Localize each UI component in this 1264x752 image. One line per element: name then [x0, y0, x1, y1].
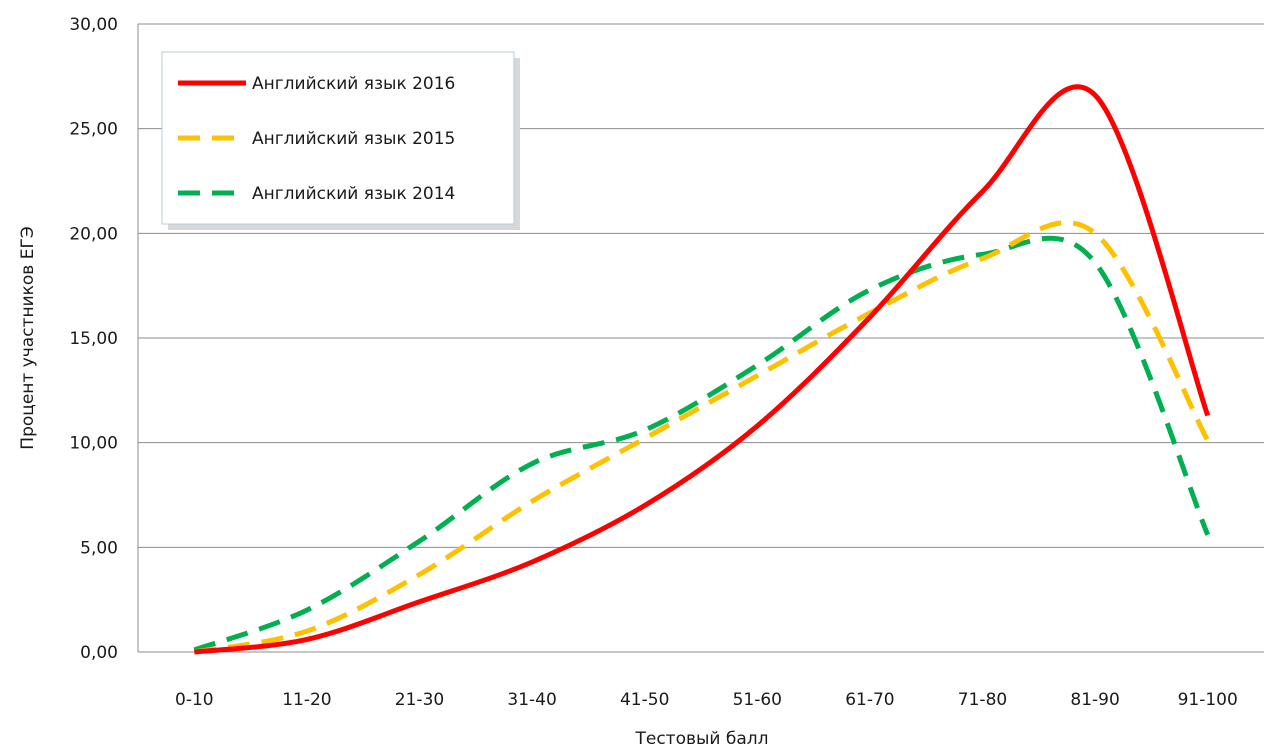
x-tick-label: 91-100: [1178, 690, 1238, 710]
y-tick-label: 30,00: [69, 15, 118, 35]
x-tick-label: 71-80: [958, 690, 1007, 710]
series-line: [193, 220, 1210, 655]
y-axis-ticks: 0,00 5,00 10,00 15,00 20,00 25,00 30,00: [69, 15, 118, 663]
y-axis-title: Процент участников ЕГЭ: [18, 226, 38, 449]
x-tick-label: 61-70: [845, 690, 894, 710]
x-axis-title: Тестовый балл: [634, 729, 768, 749]
legend-label: Английский язык 2016: [252, 74, 455, 94]
y-tick-label: 5,00: [80, 538, 118, 558]
x-tick-label: 0-10: [175, 690, 214, 710]
legend: Английский язык 2016 Английский язык 2015…: [161, 51, 520, 230]
series-line: [194, 84, 1211, 655]
y-tick-label: 0,00: [80, 643, 118, 663]
legend-label: Английский язык 2015: [252, 129, 455, 149]
legend-items: Английский язык 2016 Английский язык 2015…: [178, 74, 455, 204]
y-tick-label: 25,00: [69, 120, 118, 140]
y-tick-label: 20,00: [69, 224, 118, 244]
series-line: [193, 235, 1211, 653]
legend-label: Английский язык 2014: [252, 184, 455, 204]
x-tick-label: 21-30: [395, 690, 444, 710]
series-lines: [193, 84, 1211, 655]
x-tick-label: 31-40: [507, 690, 556, 710]
y-tick-label: 15,00: [69, 329, 118, 349]
x-tick-label: 51-60: [733, 690, 782, 710]
x-tick-label: 11-20: [282, 690, 331, 710]
x-tick-label: 41-50: [620, 690, 669, 710]
y-tick-label: 10,00: [69, 434, 118, 454]
x-axis-ticks: 0-10 11-20 21-30 31-40 41-50 51-60 61-70 71-80 8…: [175, 690, 1238, 710]
x-tick-label: 81-90: [1070, 690, 1119, 710]
